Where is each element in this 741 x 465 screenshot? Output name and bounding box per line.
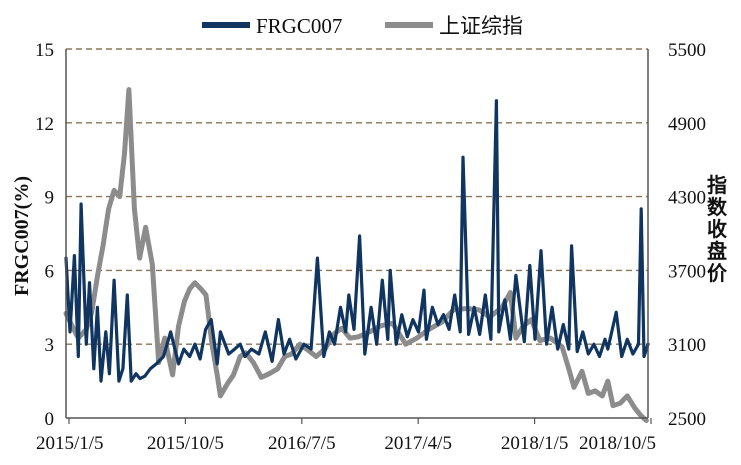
y-tick-label-left: 6: [45, 261, 55, 282]
y-tick-label-right: 3100: [668, 335, 706, 356]
tick-labels: 0 3 6 9 12 15 2500 3100 3700 4300 4900 5500 2015/1/5…: [35, 40, 706, 454]
legend-label-frgc007: FRGC007: [256, 14, 342, 38]
x-tick-label: 2018/10/5: [579, 433, 656, 454]
x-tick-label: 2017/4/5: [384, 433, 452, 454]
y-axis-title-right: 指数收盘价: [707, 173, 728, 285]
series-line-frgc007: [64, 99, 650, 383]
legend-label-shanghai-composite: 上证综指: [439, 14, 523, 38]
y-tick-label-left: 15: [35, 40, 54, 61]
x-tick-label: 2016/7/5: [268, 433, 336, 454]
y-axis-title-left: FRGC007(%): [11, 176, 33, 296]
y-tick-label-right: 4900: [668, 114, 706, 135]
y-tick-label-right: 2500: [668, 409, 706, 430]
x-tick-label: 2015/1/5: [36, 433, 104, 454]
y-tick-label-left: 9: [45, 188, 55, 209]
y-tick-label-right: 3700: [668, 261, 706, 282]
axes: [65, 49, 649, 419]
y-tick-label-left: 3: [45, 335, 55, 356]
x-tick-label: 2018/1/5: [501, 433, 569, 454]
y-tick-label-right: 5500: [668, 40, 706, 61]
series-line-shanghai-composite: [63, 87, 649, 423]
legend: FRGC007 上证综指: [202, 14, 523, 38]
y-tick-label-right: 4300: [668, 188, 706, 209]
x-tick-label: 2015/10/5: [147, 433, 224, 454]
y-tick-label-left: 12: [35, 114, 54, 135]
y-tick-label-left: 0: [45, 409, 55, 430]
series-layer: [63, 87, 650, 423]
